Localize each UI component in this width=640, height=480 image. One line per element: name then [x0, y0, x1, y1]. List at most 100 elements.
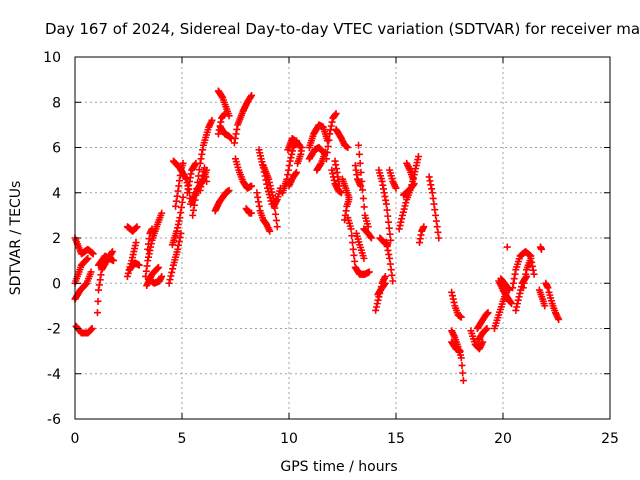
data-point: [231, 134, 239, 142]
data-point: [448, 292, 456, 300]
data-point: [347, 225, 355, 233]
data-track: [211, 186, 233, 215]
data-point: [428, 189, 436, 197]
data-point: [367, 234, 375, 242]
data-point: [381, 272, 389, 280]
data-point: [327, 122, 335, 130]
data-point: [132, 224, 140, 232]
data-point: [292, 170, 300, 178]
data-point: [158, 209, 166, 217]
data-point: [208, 116, 216, 124]
data-point: [344, 144, 352, 151]
data-point: [95, 281, 103, 289]
data-track: [375, 166, 395, 244]
data-point: [541, 302, 549, 310]
data-point: [398, 211, 406, 219]
data-track: [535, 286, 549, 310]
x-tick-label: 0: [71, 431, 80, 447]
data-track: [399, 180, 418, 199]
data-track: [519, 254, 538, 292]
data-point: [108, 248, 116, 256]
data-point: [225, 186, 233, 194]
data-point: [512, 306, 520, 314]
data-point: [167, 272, 175, 280]
x-axis-label: GPS time / hours: [280, 459, 397, 475]
data-point: [198, 150, 206, 158]
data-point: [288, 150, 296, 158]
data-track: [71, 234, 97, 258]
data-track: [168, 193, 187, 249]
data-point: [382, 200, 390, 208]
data-point: [479, 338, 487, 346]
data-point: [87, 268, 95, 276]
x-tick-label: 20: [494, 431, 512, 447]
data-point: [387, 236, 395, 244]
data-point: [233, 125, 241, 133]
data-point: [190, 206, 198, 214]
data-track: [294, 144, 306, 167]
data-point: [511, 270, 519, 278]
data-track: [71, 254, 92, 287]
x-tick-label: 15: [387, 431, 405, 447]
data-point: [510, 275, 518, 283]
data-point: [266, 227, 274, 235]
data-point: [329, 173, 337, 181]
data-point: [329, 170, 337, 178]
data-point: [509, 284, 517, 292]
data-point: [165, 279, 173, 287]
data-point: [173, 192, 181, 200]
x-tick-label: 25: [601, 431, 619, 447]
data-track: [360, 225, 375, 242]
data-track: [448, 288, 465, 321]
data-track: [123, 223, 141, 235]
data-point: [272, 210, 280, 218]
data-point: [530, 270, 538, 278]
data-point: [288, 147, 296, 155]
data-point: [459, 369, 467, 377]
data-track: [253, 189, 274, 235]
y-axis-label: SDTVAR / TECUs: [8, 181, 24, 296]
data-track: [355, 141, 372, 231]
data-point: [108, 249, 116, 257]
data-point: [166, 276, 174, 284]
data-point: [148, 225, 156, 233]
data-point: [450, 298, 458, 306]
data-point: [178, 198, 186, 206]
data-point: [324, 142, 332, 150]
data-point: [358, 177, 366, 185]
data-track: [332, 125, 352, 151]
data-point: [521, 275, 529, 283]
data-point: [401, 202, 409, 210]
data-point: [94, 297, 102, 305]
data-point: [93, 309, 101, 317]
data-point: [385, 250, 393, 258]
data-point: [359, 186, 367, 194]
data-track: [305, 121, 332, 151]
data-point: [402, 199, 410, 207]
data-point: [158, 272, 166, 280]
data-track: [403, 159, 417, 183]
data-point: [175, 237, 183, 245]
data-point: [538, 245, 546, 253]
data-point: [179, 159, 187, 167]
data-point: [97, 271, 105, 279]
data-point: [255, 198, 263, 206]
y-tick-label: -4: [47, 367, 61, 383]
data-track: [352, 229, 368, 262]
data-track: [322, 110, 340, 163]
data-point: [356, 159, 364, 167]
x-tick-label: 5: [178, 431, 187, 447]
data-track: [144, 225, 156, 253]
data-point: [345, 196, 353, 204]
data-point: [457, 313, 465, 321]
data-point: [431, 206, 439, 214]
data-point: [350, 251, 358, 259]
x-tick-label: 10: [280, 431, 298, 447]
data-track: [545, 288, 563, 323]
data-track: [217, 123, 235, 142]
data-point: [175, 241, 183, 249]
data-point: [189, 211, 197, 219]
data-point: [254, 193, 262, 201]
data-point: [519, 284, 527, 292]
data-point: [221, 110, 229, 118]
